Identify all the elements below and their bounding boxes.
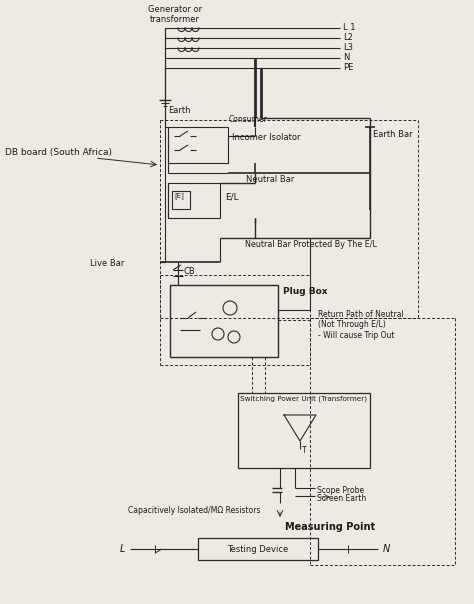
Text: L3: L3 (343, 43, 353, 53)
Text: Earth Bar: Earth Bar (373, 130, 413, 139)
Text: T: T (302, 446, 307, 455)
Text: [E]: [E] (174, 192, 184, 199)
Text: Scope Probe: Scope Probe (317, 486, 364, 495)
Text: Generator or
transformer: Generator or transformer (148, 5, 202, 24)
Text: Neutral Bar Protected By The E/L: Neutral Bar Protected By The E/L (245, 240, 377, 249)
Text: L 1: L 1 (343, 24, 356, 33)
Text: CB: CB (184, 268, 196, 277)
Text: Switching Power Unit (Transformer): Switching Power Unit (Transformer) (240, 395, 367, 402)
Text: Consumer: Consumer (228, 115, 267, 124)
Bar (198, 538, 318, 560)
Text: E/L: E/L (225, 193, 238, 202)
Text: DB board (South Africa): DB board (South Africa) (5, 148, 112, 157)
Text: N: N (383, 544, 390, 554)
Bar (238, 393, 370, 468)
Text: Screen Earth: Screen Earth (317, 494, 366, 503)
Bar (172, 191, 190, 209)
Bar (168, 127, 228, 163)
Text: L: L (119, 544, 125, 554)
Text: L2: L2 (343, 33, 353, 42)
Bar (170, 285, 278, 357)
Text: Live Bar: Live Bar (90, 259, 124, 268)
Text: Return Path of Neutral
(Not Through E/L)
- Will cause Trip Out: Return Path of Neutral (Not Through E/L)… (318, 310, 404, 340)
Text: N: N (343, 54, 349, 62)
Text: PE: PE (343, 63, 354, 72)
Text: Measuring Point: Measuring Point (285, 522, 375, 532)
Text: Capacitively Isolated/MΩ Resistors: Capacitively Isolated/MΩ Resistors (128, 506, 261, 515)
Text: Plug Box: Plug Box (283, 287, 328, 296)
Text: Incomer Isolator: Incomer Isolator (232, 133, 301, 142)
Text: Neutral Bar: Neutral Bar (246, 175, 294, 184)
Text: Earth: Earth (168, 106, 191, 115)
Bar (168, 183, 220, 218)
Text: Testing Device: Testing Device (228, 544, 289, 553)
